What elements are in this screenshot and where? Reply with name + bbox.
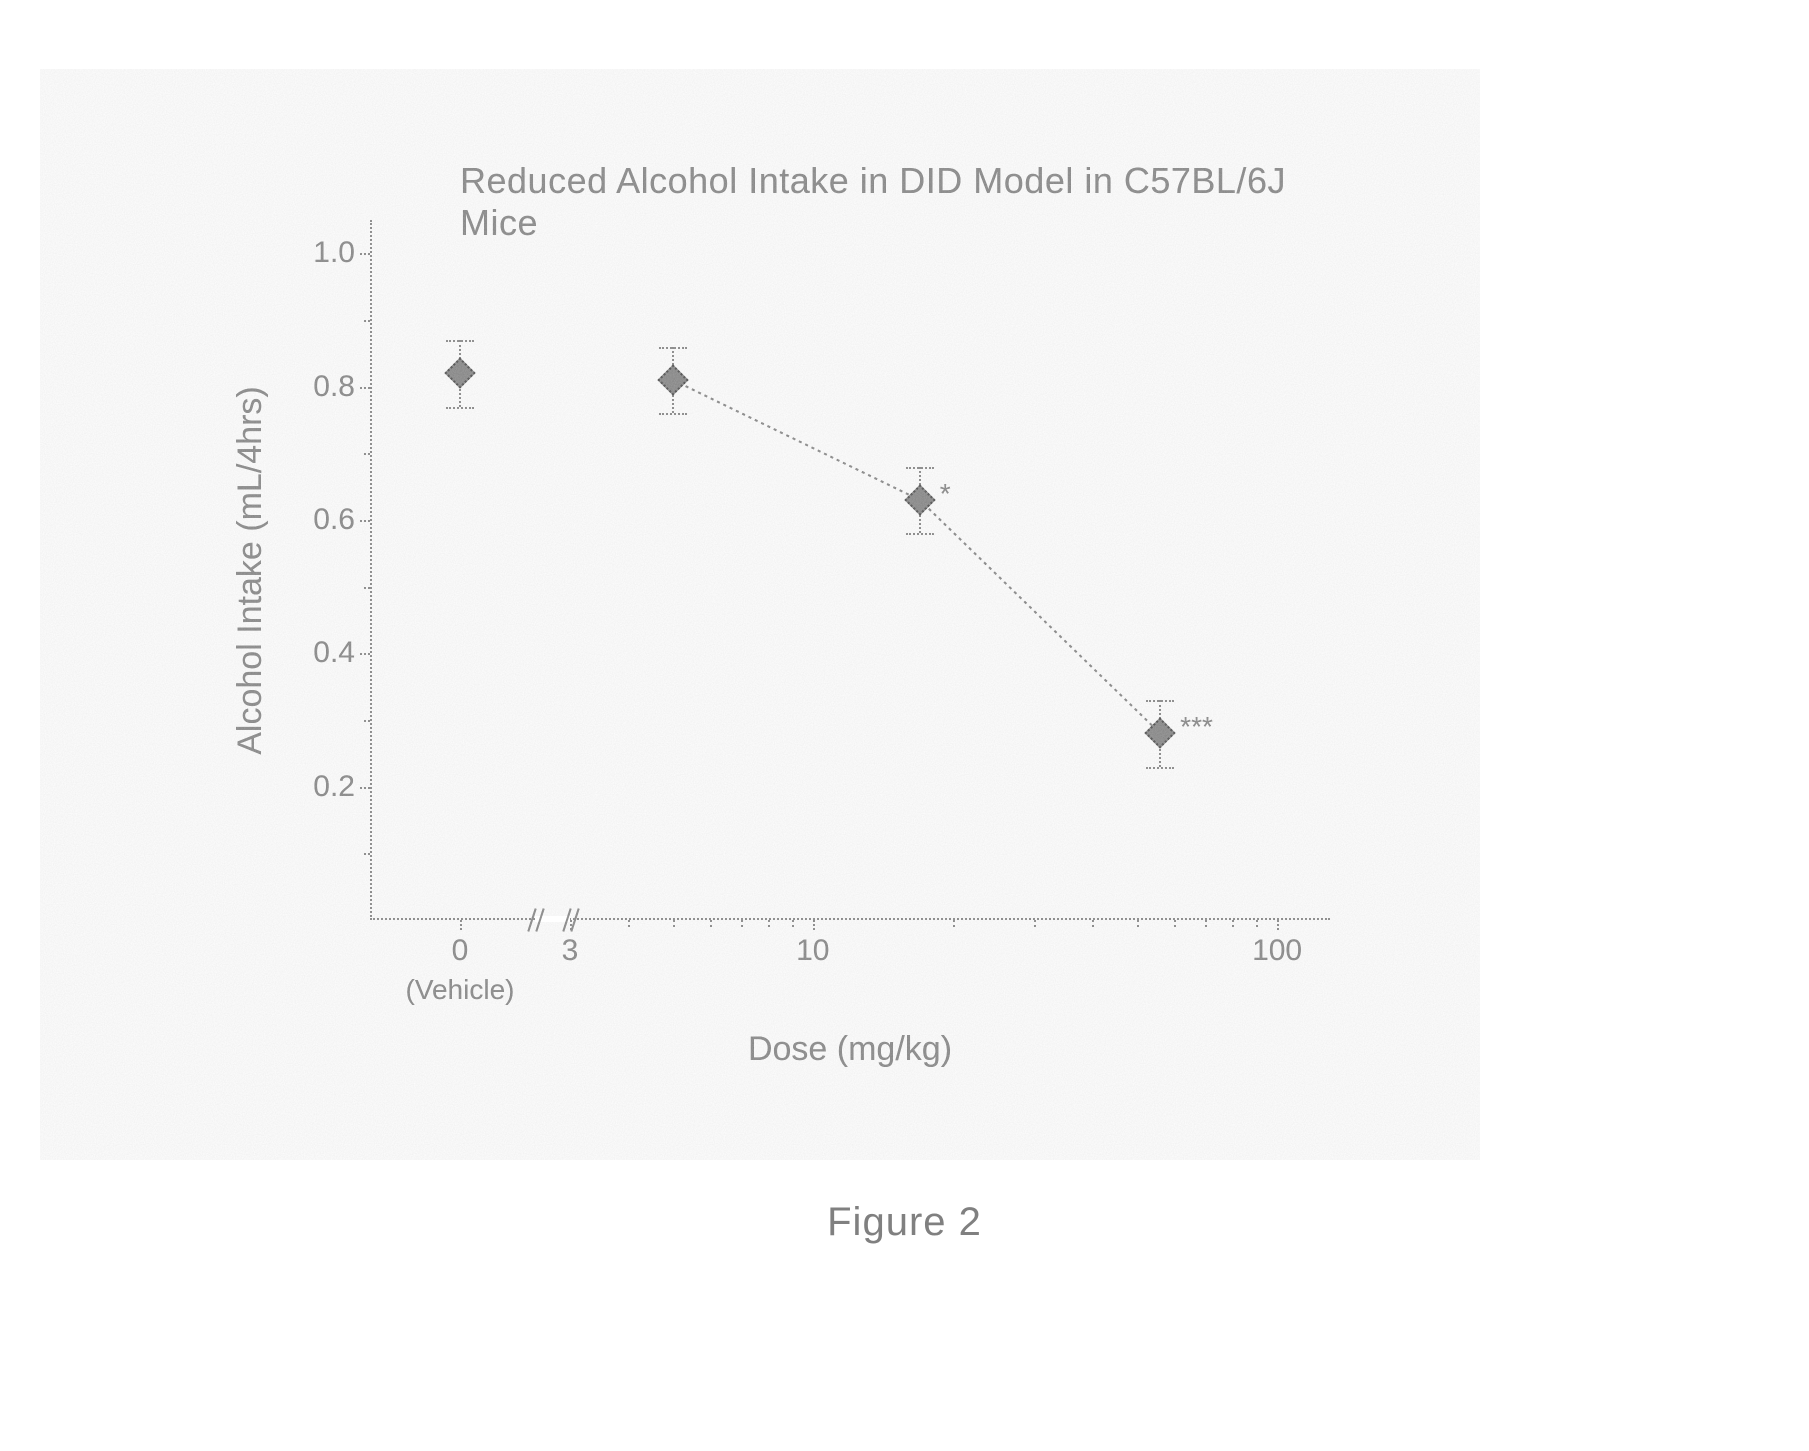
x-minor-tick bbox=[768, 920, 770, 927]
x-minor-tick bbox=[1034, 920, 1036, 927]
y-tick-label: 0.4 bbox=[290, 636, 355, 670]
error-cap bbox=[446, 340, 474, 342]
marker-diamond-icon bbox=[1145, 718, 1176, 749]
x-minor-tick bbox=[1205, 920, 1207, 927]
error-cap bbox=[659, 413, 687, 415]
plot-area: 0.20.40.60.81.00(Vehicle)310100**** bbox=[370, 220, 1330, 920]
figure-caption: Figure 2 bbox=[0, 1200, 1809, 1245]
y-axis-title-wrap: Alcohol Intake (mL/4hrs) bbox=[230, 220, 270, 920]
data-point-dose-17 bbox=[909, 489, 931, 511]
y-tick bbox=[360, 520, 370, 522]
error-cap bbox=[906, 533, 934, 535]
x-minor-tick bbox=[792, 920, 794, 927]
data-point-dose-5 bbox=[662, 369, 684, 391]
marker-diamond-icon bbox=[904, 484, 935, 515]
data-point-vehicle bbox=[449, 362, 471, 384]
x-minor-tick bbox=[710, 920, 712, 927]
x-axis bbox=[370, 918, 1330, 920]
error-cap bbox=[906, 467, 934, 469]
y-tick-label: 1.0 bbox=[290, 236, 355, 270]
series-line bbox=[370, 220, 1330, 920]
y-minor-tick bbox=[364, 587, 370, 589]
x-minor-tick bbox=[741, 920, 743, 927]
y-tick-label: 0.6 bbox=[290, 503, 355, 537]
x-tick-label: 0 bbox=[452, 934, 469, 968]
x-tick bbox=[460, 920, 462, 930]
x-tick-label: 100 bbox=[1252, 934, 1302, 968]
page: Reduced Alcohol Intake in DID Model in C… bbox=[0, 0, 1809, 1451]
x-tick-sublabel: (Vehicle) bbox=[406, 974, 515, 1006]
x-minor-tick bbox=[1174, 920, 1176, 927]
error-cap bbox=[446, 407, 474, 409]
axis-break-mark bbox=[531, 908, 545, 930]
marker-diamond-icon bbox=[444, 358, 475, 389]
error-cap bbox=[659, 347, 687, 349]
x-tick-label: 3 bbox=[562, 934, 579, 968]
y-tick bbox=[360, 387, 370, 389]
x-minor-tick bbox=[628, 920, 630, 927]
marker-diamond-icon bbox=[657, 364, 688, 395]
error-cap bbox=[1146, 767, 1174, 769]
x-minor-tick bbox=[953, 920, 955, 927]
x-minor-tick bbox=[673, 920, 675, 927]
data-point-dose-56 bbox=[1149, 722, 1171, 744]
x-tick-label: 10 bbox=[796, 934, 829, 968]
significance-label: * bbox=[940, 478, 951, 510]
x-axis-title: Dose (mg/kg) bbox=[370, 1030, 1330, 1069]
x-minor-tick bbox=[1092, 920, 1094, 927]
x-tick bbox=[570, 920, 572, 930]
y-axis-title: Alcohol Intake (mL/4hrs) bbox=[231, 386, 270, 755]
axis-break-mark bbox=[566, 908, 580, 930]
y-tick bbox=[360, 787, 370, 789]
x-tick bbox=[813, 920, 815, 930]
x-minor-tick bbox=[1256, 920, 1258, 927]
x-minor-tick bbox=[1232, 920, 1234, 927]
x-tick bbox=[1277, 920, 1279, 930]
x-minor-tick bbox=[1137, 920, 1139, 927]
y-axis bbox=[370, 220, 372, 920]
y-minor-tick bbox=[364, 453, 370, 455]
y-tick bbox=[360, 653, 370, 655]
y-minor-tick bbox=[364, 720, 370, 722]
significance-label: *** bbox=[1180, 711, 1213, 743]
y-tick-label: 0.8 bbox=[290, 370, 355, 404]
y-minor-tick bbox=[364, 853, 370, 855]
chart: Reduced Alcohol Intake in DID Model in C… bbox=[160, 160, 1360, 1060]
y-tick-label: 0.2 bbox=[290, 770, 355, 804]
y-tick bbox=[360, 253, 370, 255]
error-cap bbox=[1146, 700, 1174, 702]
y-minor-tick bbox=[364, 320, 370, 322]
